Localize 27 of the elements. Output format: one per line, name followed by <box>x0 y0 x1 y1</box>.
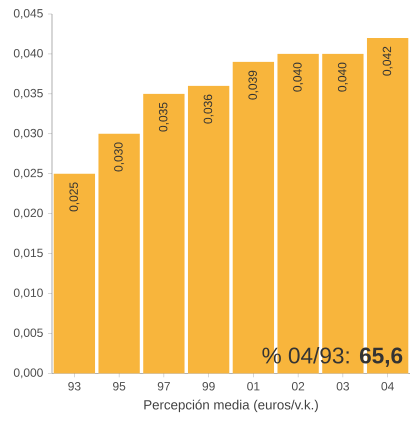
y-tick-label: 0,010 <box>14 288 43 298</box>
data-label: 0,040 <box>293 62 304 92</box>
y-tick-label: 0,020 <box>14 208 43 219</box>
x-tick-label: 97 <box>158 382 170 390</box>
x-tick-label: 03 <box>336 382 349 390</box>
y-tick-label: 0,025 <box>14 168 43 179</box>
x-tick-label: 02 <box>292 382 304 390</box>
data-label: 0,042 <box>382 46 393 76</box>
x-axis-title: Percepción media (euros/v.k.) <box>144 400 318 412</box>
y-tick-label: 0,035 <box>14 88 43 99</box>
data-label: 0,025 <box>69 182 80 212</box>
y-tick-label: 0,005 <box>14 328 43 338</box>
y-tick-label: 0,015 <box>14 248 43 258</box>
data-label: 0,035 <box>158 102 169 132</box>
y-tick-label: 0,030 <box>14 128 43 139</box>
data-label: 0,030 <box>114 142 124 172</box>
y-tick-label: 0,040 <box>14 48 43 59</box>
y-tick-label: 0,045 <box>14 9 43 19</box>
y-tick-label: 0,000 <box>14 368 43 378</box>
x-tick-label: 01 <box>247 382 260 390</box>
x-tick-label: 99 <box>202 382 215 390</box>
data-label: 0,040 <box>338 62 348 92</box>
x-tick-label: 04 <box>381 382 394 390</box>
data-label: 0,039 <box>248 70 258 100</box>
data-label: 0,036 <box>204 94 214 124</box>
x-tick-label: 93 <box>68 382 80 390</box>
x-tick-label: 95 <box>113 382 126 390</box>
